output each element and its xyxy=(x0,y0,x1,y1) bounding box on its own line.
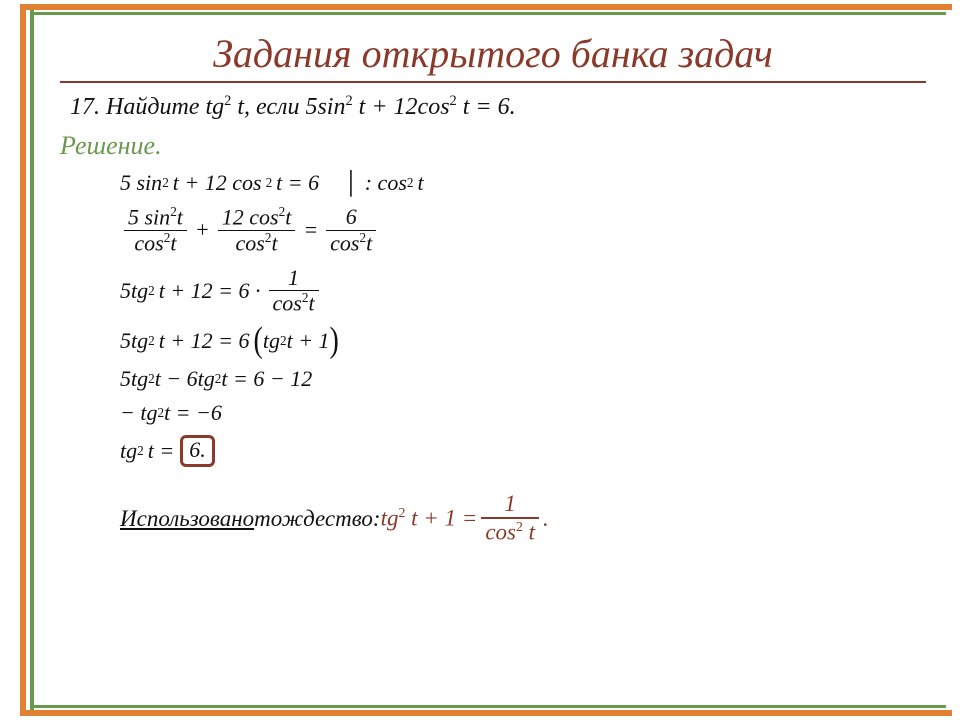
t: t xyxy=(285,205,291,230)
t: 5 sin xyxy=(120,171,162,195)
frame-left-outer xyxy=(20,4,26,716)
problem-eq2: t + 12cos xyxy=(353,94,450,120)
t: : cos xyxy=(365,171,407,195)
line-1: 5 sin2 t + 12 cos2 t = 6 │ : cos2 t xyxy=(120,171,936,195)
t: t + 12 cos xyxy=(173,171,262,195)
exp: 2 xyxy=(157,406,164,421)
line-5: 5tg2 t − 6tg2 t = 6 − 12 xyxy=(120,367,936,391)
slide-content: Задания открытого банка задач 17. Найдит… xyxy=(50,24,936,696)
t: 6 xyxy=(342,205,361,229)
fraction: 12 cos2t cos2t xyxy=(218,205,296,256)
frame-top-inner xyxy=(30,12,946,15)
t: cos xyxy=(485,520,516,545)
t: tg xyxy=(381,506,399,531)
frame-bottom-inner xyxy=(30,705,946,708)
t: 5tg xyxy=(120,279,148,303)
identity-lhs: tg2 t + 1 = xyxy=(381,505,478,532)
frame-left-inner xyxy=(30,10,34,710)
t: 5tg xyxy=(120,329,148,353)
eq: = xyxy=(303,218,318,242)
fraction: 1 cos2t xyxy=(269,266,319,316)
t: t + 12 = 6 · xyxy=(159,279,261,303)
t: cos xyxy=(134,231,163,256)
title-underline xyxy=(60,81,926,83)
t: cos xyxy=(330,230,359,255)
t: t xyxy=(417,171,423,195)
exp: 2 xyxy=(345,93,352,109)
t: 12 cos xyxy=(222,205,279,230)
t: tg xyxy=(263,329,280,353)
plus: + xyxy=(195,218,210,242)
t: 1 xyxy=(284,266,303,290)
slide-title: Задания открытого банка задач xyxy=(50,30,936,77)
t: t = 6 xyxy=(276,171,319,195)
t: t xyxy=(366,230,372,255)
exp: 2 xyxy=(215,372,222,387)
exp: 2 xyxy=(450,93,457,109)
problem-statement: 17. Найдите tg2 t, если 5sin2 t + 12cos2… xyxy=(70,93,936,121)
problem-find: Найдите tg xyxy=(106,94,224,120)
identity-dot: . xyxy=(543,506,549,532)
t: t = −6 xyxy=(164,401,222,425)
problem-var: t, если xyxy=(231,94,305,120)
t: t xyxy=(523,520,535,545)
t: t = xyxy=(148,439,174,463)
t: 1 xyxy=(500,491,520,517)
t: t xyxy=(308,291,314,316)
solution-work: 5 sin2 t + 12 cos2 t = 6 │ : cos2 t 5 si… xyxy=(120,171,936,467)
exp: 2 xyxy=(170,204,177,219)
line-3: 5tg2 t + 12 = 6 · 1 cos2t xyxy=(120,266,936,316)
solution-label: Решение. xyxy=(60,131,936,161)
t: t = 6 − 12 xyxy=(221,367,312,391)
paren-left: ( xyxy=(254,321,263,361)
divider-pipe: │ xyxy=(343,171,359,195)
fraction: 5 sin2t cos2t xyxy=(124,205,187,256)
line-2: 5 sin2t cos2t + 12 cos2t cos2t = 6 cos2t xyxy=(120,205,936,256)
t: t − 6tg xyxy=(155,367,215,391)
line-6: − tg2 t = −6 xyxy=(120,401,936,425)
t: t xyxy=(177,205,183,230)
problem-number: 17. xyxy=(70,94,100,120)
frame-bottom-outer xyxy=(20,710,952,716)
t: t xyxy=(170,231,176,256)
problem-eq1: 5sin xyxy=(305,94,345,120)
t: 5tg xyxy=(120,367,148,391)
t: t + 12 = 6 xyxy=(159,329,250,353)
t: t + 1 = xyxy=(405,506,477,531)
t: cos xyxy=(273,291,302,316)
frame-top-outer xyxy=(20,4,952,10)
identity-fraction: 1 cos2 t xyxy=(481,491,539,546)
exp: 2 xyxy=(148,284,155,299)
exp: 2 xyxy=(266,176,273,191)
line-7-answer: tg2 t = 6. xyxy=(120,435,936,467)
exp: 2 xyxy=(148,372,155,387)
answer-box: 6. xyxy=(180,435,215,467)
t: tg xyxy=(120,439,137,463)
t: − tg xyxy=(120,401,157,425)
fraction: 6 cos2t xyxy=(326,205,376,255)
identity-note: Использовано тождество: tg2 t + 1 = 1 co… xyxy=(120,491,936,546)
line-4: 5tg2 t + 12 = 6 ( tg2 t + 1 ) xyxy=(120,326,936,357)
exp: 2 xyxy=(516,519,523,534)
t: cos xyxy=(236,231,265,256)
t: t xyxy=(271,231,277,256)
exp: 2 xyxy=(162,176,169,191)
exp: 2 xyxy=(137,444,144,459)
exp: 2 xyxy=(148,334,155,349)
exp: 2 xyxy=(407,176,414,191)
identity-word: тождество: xyxy=(254,506,380,532)
t: t + 1 xyxy=(287,329,330,353)
problem-eq3: t = 6. xyxy=(457,94,516,120)
paren-right: ) xyxy=(330,321,339,361)
identity-used: Использовано xyxy=(120,506,254,532)
t: 5 sin xyxy=(128,205,170,230)
exp: 2 xyxy=(280,334,287,349)
